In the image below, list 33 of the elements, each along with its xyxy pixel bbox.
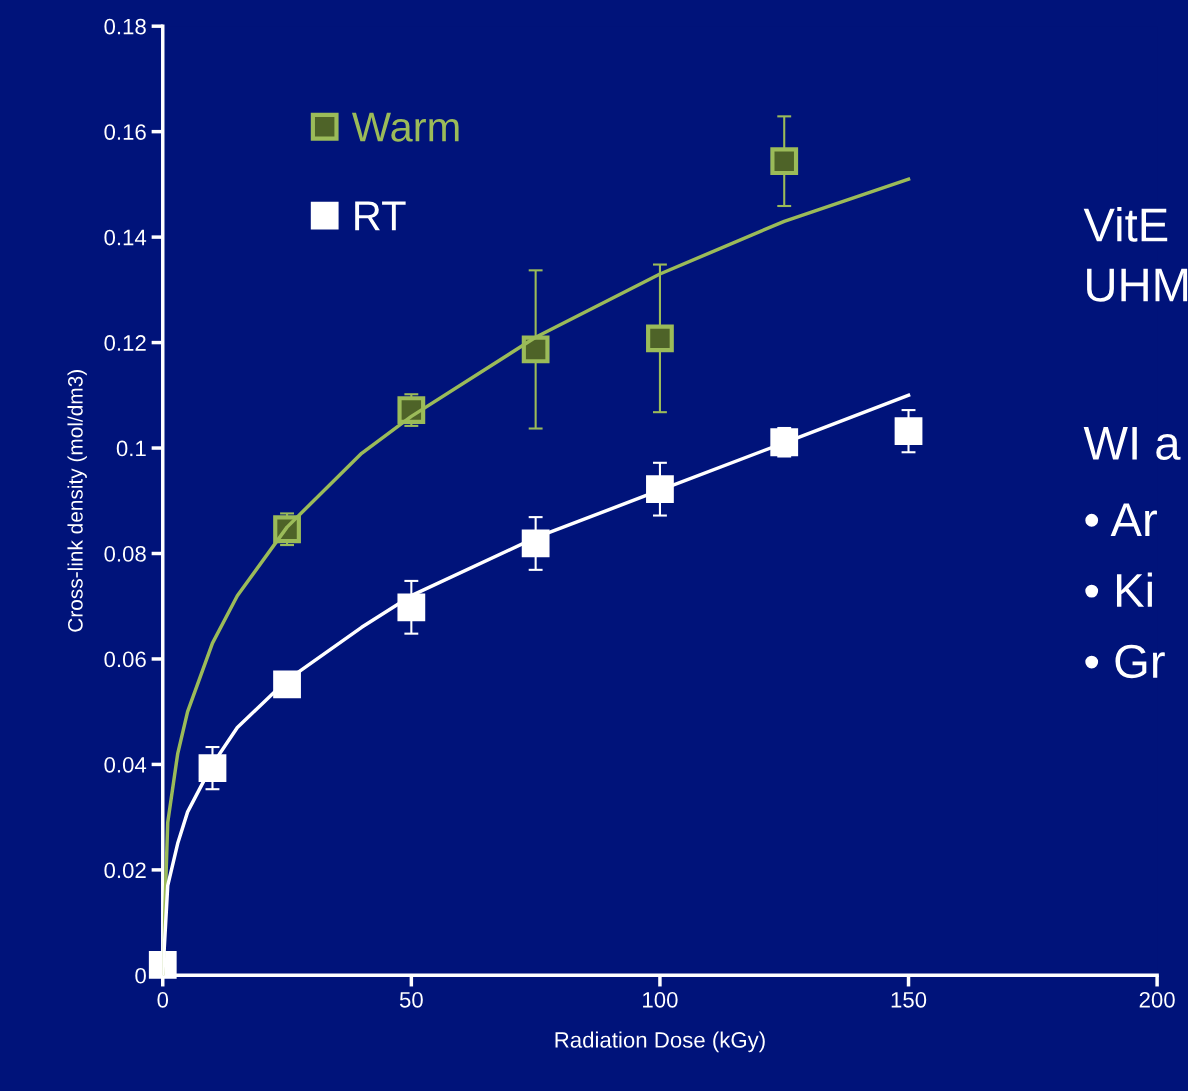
point xyxy=(770,428,799,457)
y-tick-label: 0.06 xyxy=(104,651,146,668)
point xyxy=(397,593,426,622)
y-axis-title: Cross-link density (mol/dm3) xyxy=(67,370,87,632)
annotation: • Ar xyxy=(1085,503,1157,536)
annotation: VitE xyxy=(1083,207,1168,242)
x-axis-title: Radiation Dose (kGy) xyxy=(555,1031,765,1053)
point xyxy=(646,475,674,504)
y-tick-label: 0.04 xyxy=(104,756,147,773)
x-tick-label: 50 xyxy=(399,991,423,1008)
y-tick-label: 0.08 xyxy=(104,546,146,562)
annotation: • Gr xyxy=(1085,644,1165,679)
point xyxy=(646,324,674,353)
x-tick-label: 100 xyxy=(643,991,678,1008)
y-tick-label: 0.12 xyxy=(104,335,146,351)
x-tick-label: 0 xyxy=(157,991,169,1008)
y-tick-label: 0.02 xyxy=(104,862,146,879)
legend-label: Warm xyxy=(351,112,459,142)
point xyxy=(894,417,923,446)
annotation: WI a xyxy=(1083,427,1181,460)
annotation: UHM xyxy=(1087,268,1188,302)
y-tick-label: 0.1 xyxy=(116,440,146,457)
annotation: • Ki xyxy=(1085,572,1152,607)
legend-label: RT xyxy=(355,201,406,231)
point xyxy=(148,950,177,979)
y-tick-label: 0.14 xyxy=(104,229,147,246)
point xyxy=(521,335,550,364)
y-tick-label: 0.16 xyxy=(104,124,146,140)
point xyxy=(770,147,799,176)
x-tick-label: 150 xyxy=(891,991,927,1008)
y-tick-label: 0 xyxy=(135,967,146,984)
x-tick-label: 200 xyxy=(1139,991,1175,1008)
y-tick-label: 0.18 xyxy=(104,18,146,35)
